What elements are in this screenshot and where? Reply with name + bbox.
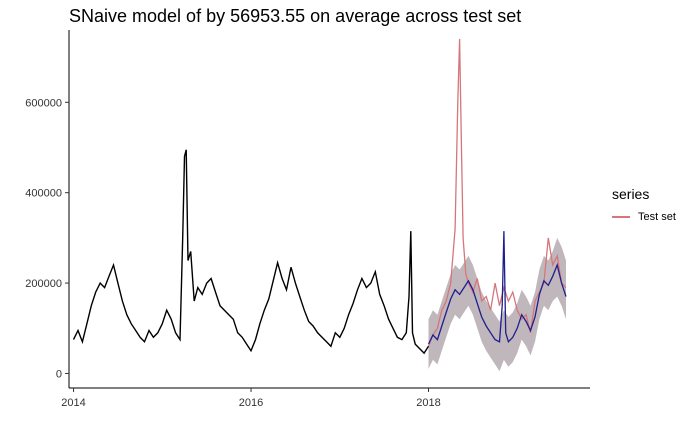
series-forecast-line (427, 231, 567, 345)
y-tick-label: 400000 (25, 188, 62, 200)
y-tick-label: 0 (56, 368, 62, 380)
y-tick-label: 200000 (25, 278, 62, 290)
legend-title: series (612, 186, 650, 202)
legend-entry-test-set: Test set (612, 211, 676, 223)
series-layer (72, 38, 567, 372)
chart-title: SNaive model of by 56953.55 on average a… (69, 6, 522, 26)
x-tick-label: 2014 (61, 397, 85, 409)
x-axis-ticks: 2014 2016 2018 (61, 388, 441, 409)
x-tick-label: 2016 (239, 397, 263, 409)
y-axis-ticks: 0 200000 400000 600000 (25, 97, 69, 380)
series-history-line (72, 149, 430, 355)
chart-axes (68, 30, 590, 389)
x-tick-label: 2018 (416, 397, 440, 409)
series-forecast-interval-band (428, 237, 566, 372)
legend: series Test set (612, 186, 676, 223)
legend-key-swatch (612, 216, 630, 218)
legend-label: Test set (638, 211, 676, 223)
y-tick-label: 600000 (25, 97, 62, 109)
